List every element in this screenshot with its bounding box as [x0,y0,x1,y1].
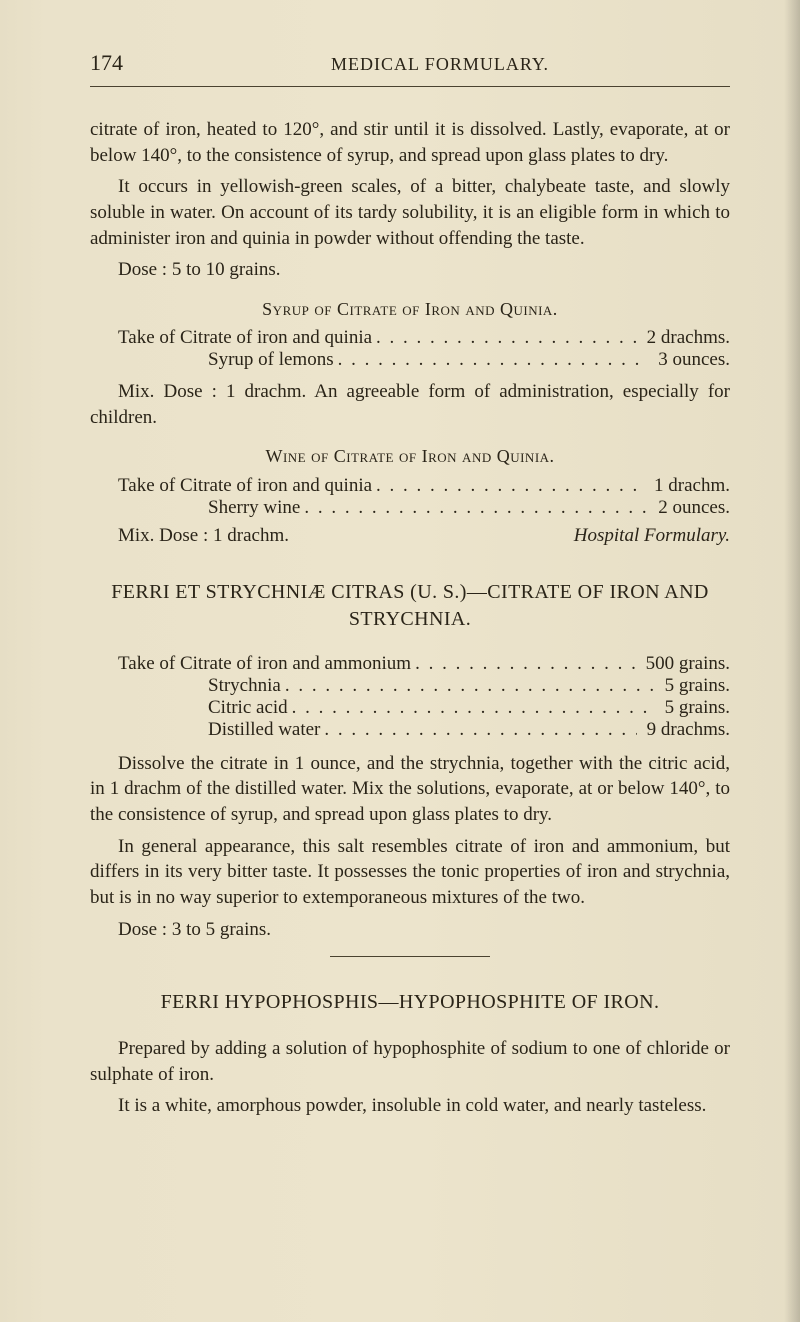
recipe-amount: 2 ounces. [652,497,730,519]
recipe-row: Syrup of lemons 3 ounces. [208,349,730,371]
running-title: MEDICAL FORMULARY. [150,54,730,75]
section-heading: FERRI ET STRYCHNIÆ CITRAS (U. S.)—CITRAT… [110,579,710,633]
body-paragraph: It is a white, amorphous powder, insolub… [90,1093,730,1119]
recipe-label: Syrup of lemons [208,349,334,371]
section-divider [330,956,490,957]
recipe-row: Take of Citrate of iron and quinia 2 dra… [118,327,730,349]
recipe-row: Take of Citrate of iron and quinia 1 dra… [118,475,730,497]
page: 174 MEDICAL FORMULARY. citrate of iron, … [0,0,800,1322]
body-paragraph: It occurs in yellowish-green scales, of … [90,174,730,251]
recipe-footer: Mix. Dose : 1 drachm. Hospital Formulary… [118,525,730,547]
recipe-amount: 1 drachm. [648,475,730,497]
dot-leader [338,349,649,371]
recipe-title: Wine of Citrate of Iron and Quinia. [90,444,730,468]
recipe-amount: 9 drachms. [641,719,730,741]
recipe-label: Citric acid [208,697,288,719]
recipe-row: Distilled water 9 drachms. [208,719,730,741]
page-number: 174 [90,50,150,76]
running-head: 174 MEDICAL FORMULARY. [90,50,730,76]
recipe-row: Sherry wine 2 ounces. [208,497,730,519]
dose-line: Dose : 5 to 10 grains. [90,257,730,283]
recipe-title: Syrup of Citrate of Iron and Quinia. [90,297,730,321]
mix-dose: Mix. Dose : 1 drachm. [118,525,424,547]
dot-leader [376,327,637,349]
recipe-amount: 3 ounces. [652,349,730,371]
recipe-label: Strychnia [208,675,281,697]
recipe-row: Citric acid 5 grains. [208,697,730,719]
dot-leader [415,653,635,675]
body-paragraph: Prepared by adding a solution of hypopho… [90,1036,730,1087]
recipe-label: Sherry wine [208,497,300,519]
dot-leader [376,475,644,497]
dot-leader [292,697,655,719]
dot-leader [304,497,648,519]
dot-leader [324,719,636,741]
recipe-label: Take of Citrate of iron and quinia [118,475,372,497]
recipe-amount: 5 grains. [659,697,730,719]
recipe-note: Mix. Dose : 1 drachm. An agreeable form … [90,379,730,430]
header-rule [90,86,730,87]
dose-line: Dose : 3 to 5 grains. [90,917,730,943]
recipe-amount: 2 drachms. [641,327,730,349]
recipe-label: Take of Citrate of iron and ammonium [118,653,411,675]
recipe-row: Strychnia 5 grains. [208,675,730,697]
body-paragraph: In general appearance, this salt resembl… [90,834,730,911]
recipe-label: Take of Citrate of iron and quinia [118,327,372,349]
section-heading: FERRI HYPOPHOSPHIS—HYPOPHOSPHITE OF IRON… [110,989,710,1016]
recipe-amount: 500 grains. [640,653,730,675]
source-citation: Hospital Formulary. [424,525,730,547]
body-paragraph: Dissolve the citrate in 1 ounce, and the… [90,751,730,828]
recipe-row: Take of Citrate of iron and ammonium 500… [118,653,730,675]
body-paragraph: citrate of iron, heated to 120°, and sti… [90,117,730,168]
dot-leader [285,675,655,697]
recipe-label: Distilled water [208,719,320,741]
recipe-amount: 5 grains. [659,675,730,697]
